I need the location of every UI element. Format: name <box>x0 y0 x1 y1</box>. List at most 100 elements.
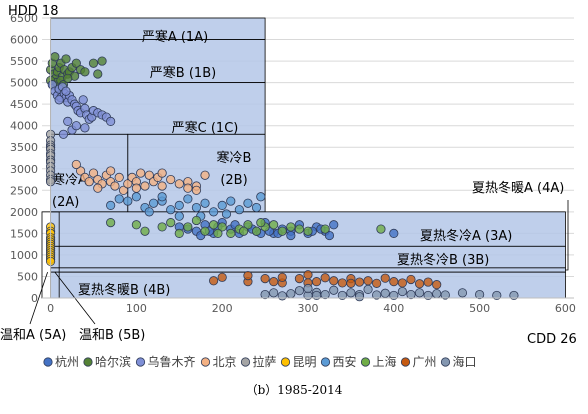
data-point <box>423 277 433 287</box>
x-tick-label: 200 <box>212 302 233 315</box>
data-point <box>209 276 219 286</box>
data-point <box>354 277 365 287</box>
y-tick-label: 2000 <box>10 206 38 219</box>
climate-zone-label: 寒冷B <box>217 150 252 166</box>
data-point <box>346 288 356 298</box>
data-point <box>251 202 262 213</box>
data-point <box>191 202 202 213</box>
data-point <box>414 279 425 289</box>
legend-marker <box>240 357 251 367</box>
data-point <box>286 289 296 299</box>
data-point <box>277 291 287 301</box>
data-point <box>320 273 330 283</box>
data-point <box>320 224 330 234</box>
data-point <box>303 283 313 294</box>
data-point <box>191 215 202 226</box>
data-point <box>183 183 193 193</box>
data-point <box>123 179 133 189</box>
climate-zone-label: (2A) <box>52 195 79 210</box>
data-point <box>140 226 150 236</box>
zone-5a-leader <box>29 272 48 325</box>
data-point <box>380 288 390 298</box>
data-point <box>114 194 124 204</box>
axes: 0500100015002000250030003500400045005000… <box>10 12 576 315</box>
data-point <box>136 168 146 178</box>
x-tick-label: 500 <box>469 302 490 315</box>
data-point <box>54 95 64 105</box>
y-tick-label: 3500 <box>10 141 38 154</box>
data-point <box>269 277 279 287</box>
legend-label: 乌鲁木齐 <box>148 354 196 369</box>
data-point <box>71 159 81 170</box>
data-point <box>76 166 86 176</box>
data-point <box>260 274 270 284</box>
zone-4a-leader <box>565 200 569 271</box>
data-point <box>106 200 116 210</box>
data-point <box>97 56 107 66</box>
data-point <box>294 224 305 234</box>
data-point <box>389 228 399 238</box>
data-point <box>406 289 416 300</box>
data-point <box>286 230 296 241</box>
data-point <box>234 205 244 215</box>
data-point <box>294 286 305 296</box>
data-point <box>148 198 159 208</box>
data-point <box>406 274 416 285</box>
y-tick-label: 0 <box>31 292 38 305</box>
climate-zone-label: 温和B (5B) <box>79 328 145 343</box>
climate-zone-label: 夏热冬暖B (4B) <box>78 282 170 298</box>
x-tick-label: 400 <box>383 302 404 315</box>
data-point <box>61 54 71 64</box>
y-tick-label: 4000 <box>10 120 38 133</box>
data-point <box>80 67 90 77</box>
data-point <box>217 200 227 210</box>
data-point <box>140 181 150 191</box>
legend-label: 上海 <box>373 354 397 369</box>
data-point <box>414 288 425 298</box>
data-point <box>174 228 184 238</box>
data-point <box>50 52 60 62</box>
legend: 杭州 哈尔滨 乌鲁木齐 北京 拉萨 昆明 西安 上海 广州 海口 <box>43 354 477 369</box>
y-tick-label: 500 <box>17 270 38 283</box>
data-point <box>209 220 219 230</box>
data-point <box>183 222 193 232</box>
data-point <box>114 172 124 182</box>
data-point <box>239 226 249 236</box>
data-point <box>372 290 382 300</box>
data-point <box>324 230 335 241</box>
legend-marker <box>200 357 211 367</box>
data-point <box>243 198 253 208</box>
data-point <box>166 218 176 228</box>
data-point <box>329 276 339 286</box>
data-point <box>88 58 99 68</box>
y-tick-label: 2500 <box>10 184 38 197</box>
data-point <box>106 218 116 228</box>
data-point <box>110 181 120 191</box>
legend-label: 杭州 <box>55 354 79 369</box>
data-point <box>106 166 116 176</box>
x-tick-label: 600 <box>555 302 576 315</box>
climate-zone-label: 温和A (5A) <box>0 328 66 343</box>
x-tick-label: 300 <box>298 302 319 315</box>
data-point <box>61 86 71 96</box>
data-point <box>157 222 167 232</box>
data-point <box>475 289 485 300</box>
data-point <box>354 292 365 302</box>
climate-zone-label: 夏热冬暖A (4A) <box>472 180 564 196</box>
data-point <box>63 73 73 83</box>
data-point <box>303 270 313 280</box>
data-point <box>457 288 468 298</box>
data-point <box>277 272 287 282</box>
data-point <box>217 222 227 232</box>
data-point <box>251 226 262 236</box>
data-point <box>200 198 210 208</box>
data-point <box>157 192 167 202</box>
y-tick-label: 1000 <box>10 249 38 262</box>
data-point <box>71 58 81 68</box>
data-point <box>71 121 81 131</box>
data-point <box>63 116 73 126</box>
data-point <box>432 289 442 299</box>
data-point <box>93 69 103 79</box>
legend-label: 哈尔滨 <box>95 354 131 369</box>
